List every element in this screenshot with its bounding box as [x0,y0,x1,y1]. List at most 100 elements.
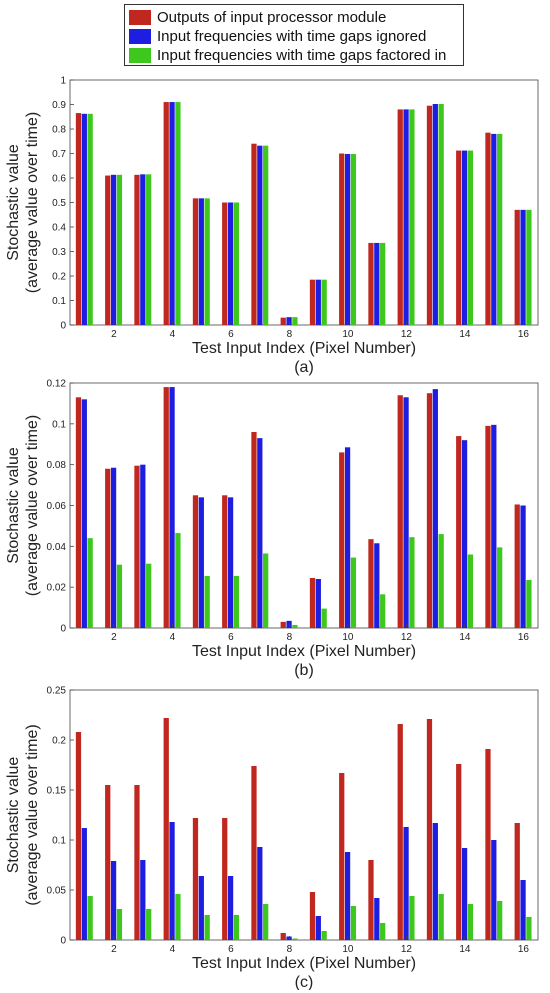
x-tick-label: 10 [342,329,354,340]
bar-1-11 [368,539,374,628]
bar-1-7 [251,432,257,628]
bar-2-1 [81,828,87,940]
y-axis-label: Stochastic value [5,757,22,874]
x-tick-label: 4 [170,944,176,955]
bar-3-16 [526,580,532,628]
bar-1-9 [309,279,316,325]
bar-3-1 [87,896,93,940]
bar-3-16 [526,917,532,940]
y-tick-label: 0.5 [52,198,66,209]
bar-3-13 [438,104,444,325]
bar-3-4 [175,102,181,325]
y-tick-label: 0.02 [47,583,67,594]
bar-3-14 [467,554,474,628]
bar-2-9 [315,579,321,628]
bar-2-15 [491,424,497,628]
bar-3-6 [233,915,240,940]
bar-3-1 [87,538,93,628]
bar-1-4 [163,387,169,628]
bar-3-16 [526,209,532,325]
x-tick-label: 4 [170,329,176,340]
bar-1-12 [397,395,403,628]
bar-1-15 [485,132,491,325]
y-tick-label: 0.4 [52,223,66,234]
bar-1-7 [251,766,257,940]
y-tick-label: 0 [60,624,66,635]
bar-2-7 [257,438,263,628]
bar-1-13 [426,393,433,628]
x-axis-label: Test Input Index (Pixel Number) [192,643,416,660]
bar-3-4 [175,894,181,940]
y-tick-label: 0.04 [47,542,67,553]
bar-3-2 [116,909,123,940]
bar-2-1 [81,399,87,628]
bar-2-3 [140,860,146,940]
x-tick-label: 14 [459,944,471,955]
bar-1-4 [163,718,169,940]
bar-1-4 [163,102,169,325]
y-tick-label: 0.15 [47,786,67,797]
x-axis-label: Test Input Index (Pixel Number) [192,340,416,357]
bar-2-16 [520,209,526,325]
bar-1-6 [222,495,228,628]
x-tick-label: 10 [342,944,354,955]
chart-panel-b: 0 0.02 0.04 0.06 0.08 0.1 0.12 2 4 6 8 10 12 14 16 Test… [5,379,539,679]
y-tick-label: 0.25 [47,686,67,697]
bar-1-6 [222,818,228,940]
y-tick-label: 0.8 [52,125,66,136]
bar-2-16 [520,880,526,940]
bar-1-2 [105,468,111,628]
bar-1-10 [339,452,345,628]
bar-3-10 [350,557,357,628]
panel-label: (c) [295,974,314,990]
bar-3-9 [321,931,327,940]
legend-label: Input frequencies with time gaps factore… [157,46,447,64]
x-tick-label: 12 [401,329,413,340]
bar-1-16 [514,504,520,628]
y-axis-label: (average value over time) [24,415,41,596]
bar-1-9 [309,577,316,628]
y-tick-label: 0.1 [52,836,66,847]
bar-1-5 [192,198,199,325]
bar-2-3 [140,174,146,325]
bar-2-13 [432,389,438,628]
x-tick-label: 2 [111,944,117,955]
bar-2-10 [344,153,351,325]
legend-entry: Input frequencies with time gaps ignored [129,27,426,45]
bar-1-13 [426,105,433,325]
y-tick-label: 0.6 [52,174,66,185]
bar-1-1 [75,732,82,940]
bar-2-16 [520,505,526,628]
bar-2-7 [257,145,263,325]
bar-1-8 [280,621,286,628]
bar-2-12 [403,397,409,628]
bar-3-6 [233,202,240,325]
bar-3-3 [146,563,152,628]
bar-2-4 [169,102,175,325]
legend-label: Outputs of input processor module [157,8,387,26]
bar-3-11 [380,242,386,325]
legend-entry: Input frequencies with time gaps factore… [129,46,446,64]
bar-3-6 [233,575,240,628]
y-tick-label: 0.12 [47,379,67,390]
bar-2-11 [374,543,380,628]
x-tick-label: 16 [518,632,530,643]
x-tick-label: 8 [287,944,293,955]
y-tick-label: 0 [60,321,66,332]
bar-3-7 [263,904,269,940]
bar-3-4 [175,533,181,628]
bar-2-4 [169,822,175,940]
bar-3-8 [292,938,298,940]
x-tick-label: 8 [287,632,293,643]
bar-2-11 [374,242,380,325]
bar-2-12 [403,109,409,326]
bar-1-5 [192,495,199,628]
bar-1-16 [514,823,520,940]
bar-3-15 [497,901,503,940]
x-axis-label: Test Input Index (Pixel Number) [192,955,416,972]
bar-1-15 [485,749,491,940]
x-tick-label: 14 [459,329,471,340]
bar-2-6 [227,876,234,940]
bar-3-13 [438,894,444,940]
bar-3-12 [409,109,415,326]
